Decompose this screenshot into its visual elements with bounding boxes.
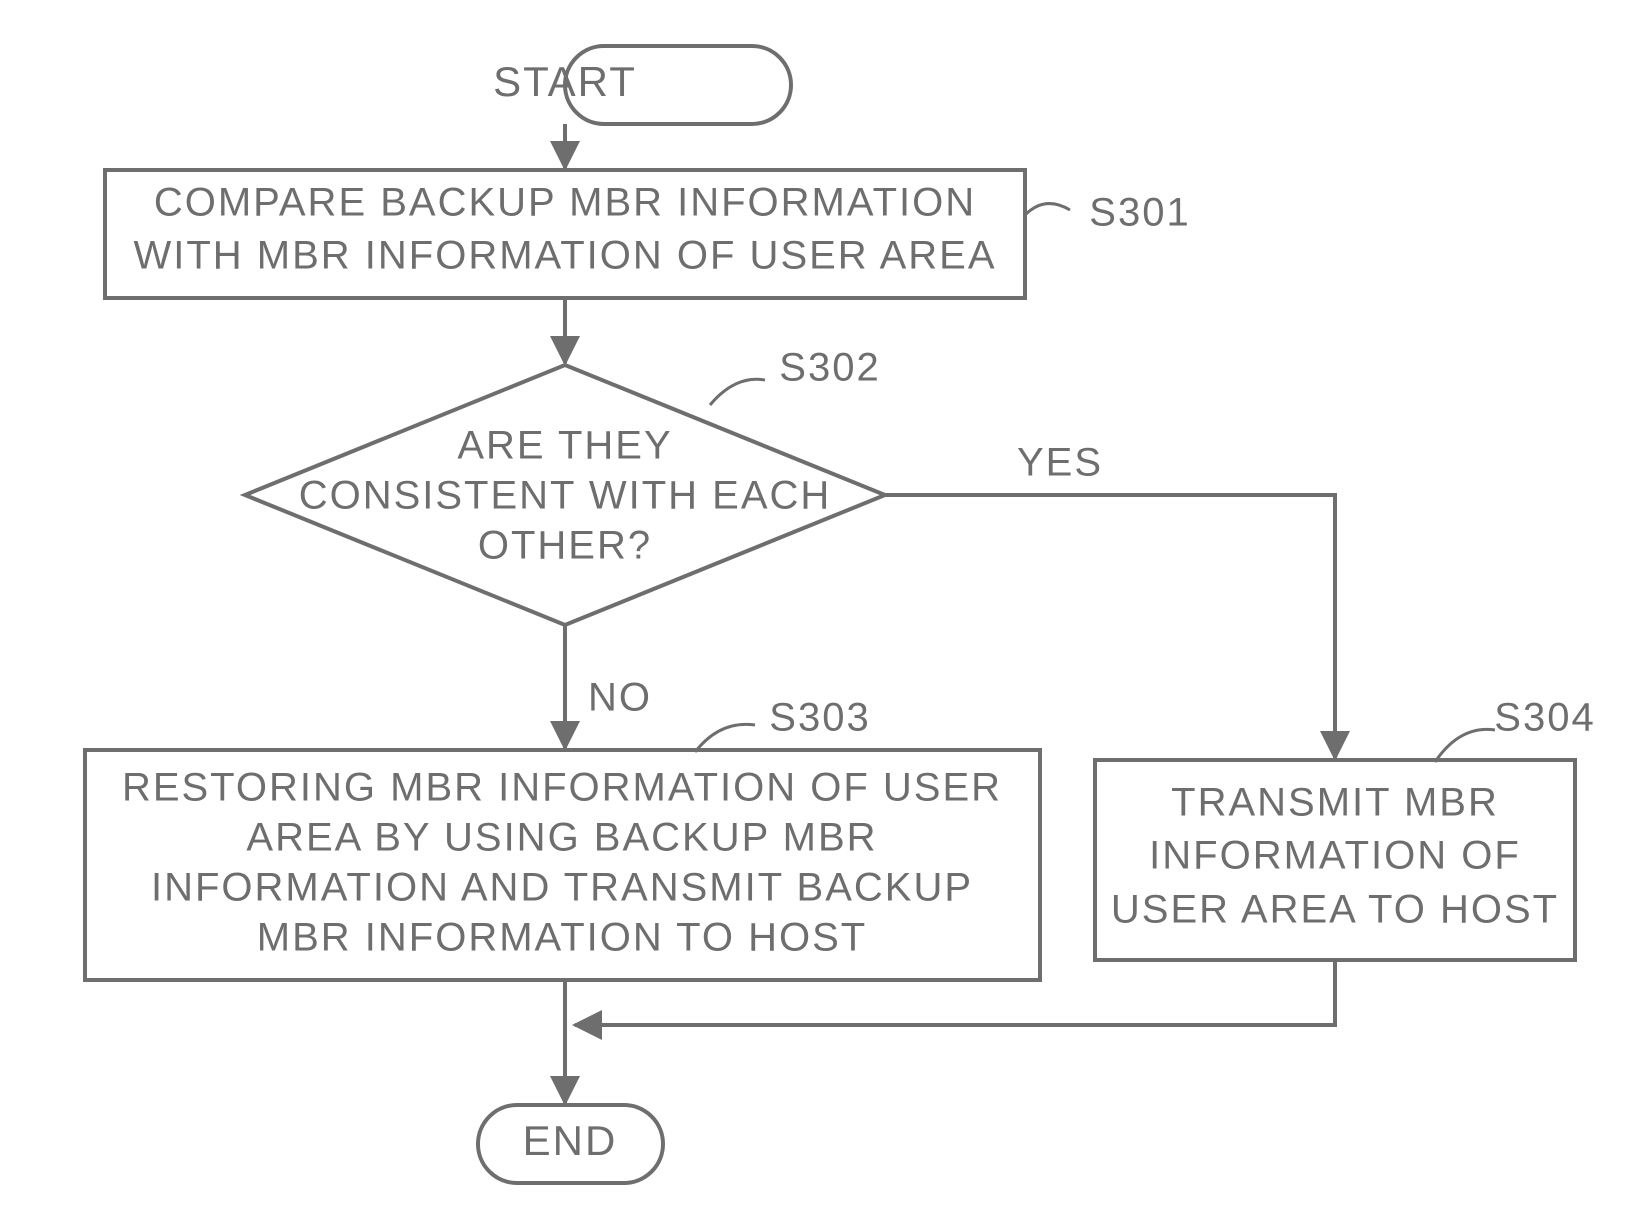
- node-end: END: [478, 1105, 663, 1183]
- s301-line1: COMPARE BACKUP MBR INFORMATION: [154, 181, 976, 225]
- s303-line1: RESTORING MBR INFORMATION OF USER: [122, 766, 1002, 810]
- node-s304: TRANSMIT MBR INFORMATION OF USER AREA TO…: [1095, 760, 1575, 960]
- edge-s304-merge: [575, 960, 1335, 1025]
- s302-leader: [710, 379, 765, 405]
- end-label: END: [523, 1117, 618, 1164]
- s304-leader: [1435, 729, 1495, 762]
- s303-line4: MBR INFORMATION TO HOST: [257, 916, 867, 960]
- s303-tag: S303: [769, 696, 870, 740]
- s301-leader: [1025, 204, 1070, 215]
- node-start: START: [493, 46, 791, 124]
- node-s303: RESTORING MBR INFORMATION OF USER AREA B…: [85, 750, 1040, 980]
- edge-s302-s304: [885, 495, 1335, 758]
- s302-line2: CONSISTENT WITH EACH: [299, 474, 832, 518]
- s302-line1: ARE THEY: [457, 424, 672, 468]
- start-label: START: [493, 58, 637, 105]
- node-s302: ARE THEY CONSISTENT WITH EACH OTHER?: [245, 365, 885, 625]
- s304-line1: TRANSMIT MBR: [1171, 781, 1499, 825]
- s301-line2: WITH MBR INFORMATION OF USER AREA: [133, 234, 996, 278]
- s304-tag: S304: [1494, 696, 1595, 740]
- node-s301: COMPARE BACKUP MBR INFORMATION WITH MBR …: [105, 170, 1025, 298]
- s302-line3: OTHER?: [478, 524, 652, 568]
- s303-leader: [695, 724, 755, 752]
- s303-line2: AREA BY USING BACKUP MBR: [246, 816, 877, 860]
- edge-yes-label: YES: [1017, 441, 1103, 485]
- s302-tag: S302: [779, 346, 880, 390]
- s304-line3: USER AREA TO HOST: [1111, 888, 1559, 932]
- s304-line2: INFORMATION OF: [1149, 834, 1521, 878]
- s301-tag: S301: [1089, 191, 1190, 235]
- edge-no-label: NO: [588, 676, 652, 720]
- s303-line3: INFORMATION AND TRANSMIT BACKUP: [151, 866, 973, 910]
